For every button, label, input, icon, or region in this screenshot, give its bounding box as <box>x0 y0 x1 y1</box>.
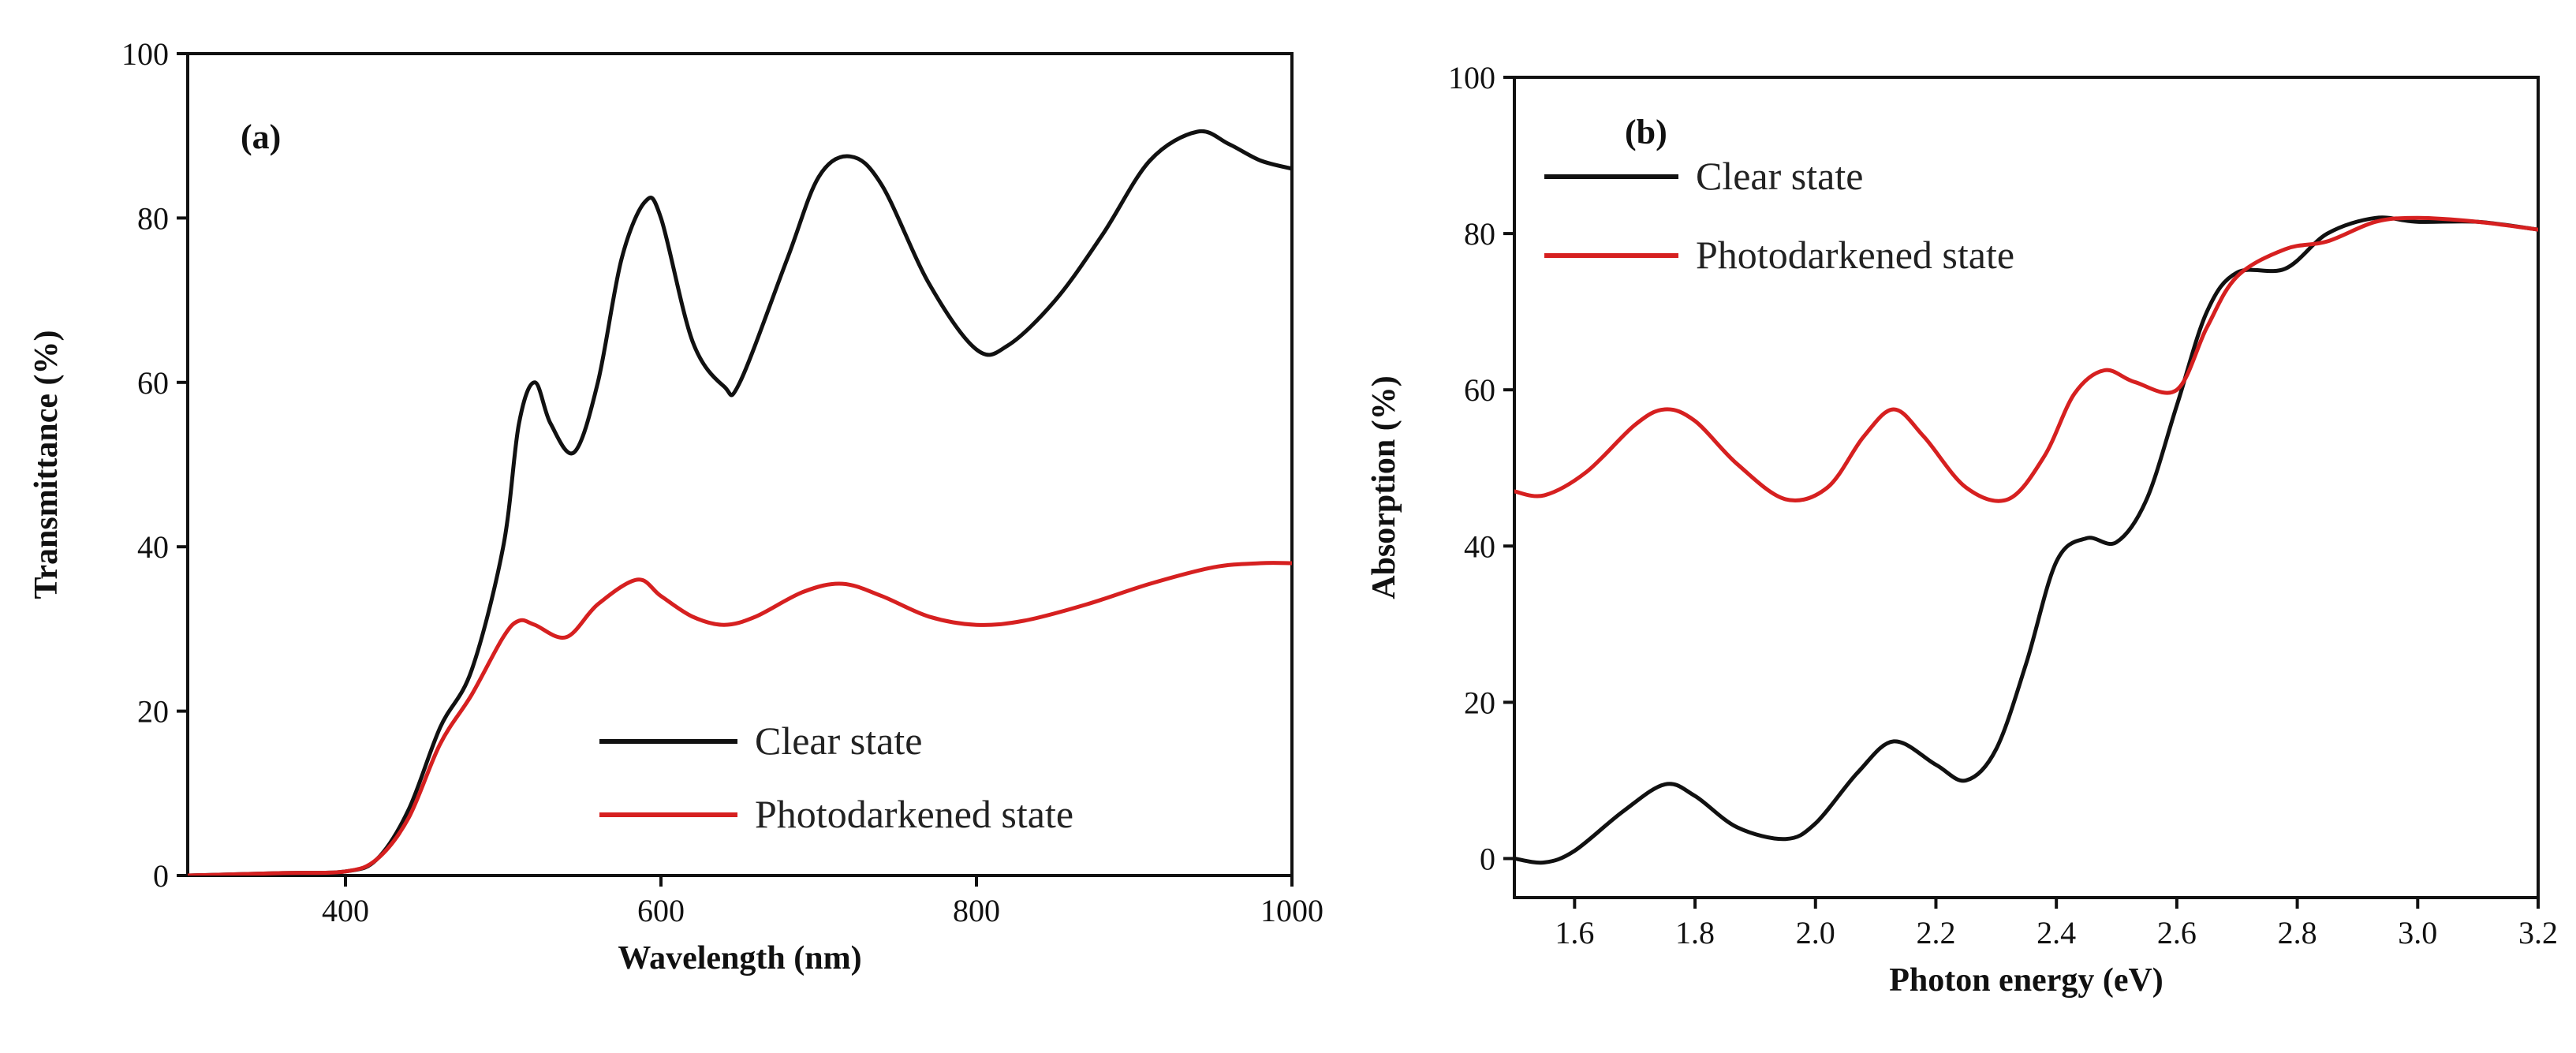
x-tick-label: 600 <box>637 893 685 928</box>
x-tick-label: 2.2 <box>1916 915 1955 950</box>
y-tick-label: 40 <box>137 529 169 565</box>
y-tick-label: 60 <box>1464 372 1495 408</box>
x-tick-label: 2.4 <box>2037 915 2076 950</box>
y-tick-label: 0 <box>1480 841 1495 876</box>
y-tick-label: 80 <box>1464 216 1495 252</box>
y-tick-label: 40 <box>1464 528 1495 564</box>
x-tick-label: 1000 <box>1260 893 1323 928</box>
series-line-photodarkened-state <box>1514 215 2538 503</box>
y-tick-label: 80 <box>137 200 169 236</box>
y-tick-label: 20 <box>137 694 169 730</box>
legend: Clear state Photodarkened state <box>1544 154 2014 277</box>
y-tick-label: 100 <box>121 36 169 72</box>
legend: Clear state Photodarkened state <box>599 719 1073 836</box>
legend-label: Clear state <box>755 719 922 763</box>
y-tick-label: 20 <box>1464 685 1495 720</box>
legend-label: Photodarkened state <box>755 792 1073 836</box>
legend-label: Clear state <box>1696 154 1863 198</box>
chart-b-absorption: 1.6 1.8 2.0 2.2 2.4 2.6 2.8 3.0 3.2 0 20 40 60 80 100 P… <box>1366 60 2558 999</box>
series-line-clear-state <box>188 129 1292 876</box>
legend-label: Photodarkened state <box>1696 233 2014 277</box>
plot-frame <box>1513 76 2540 899</box>
panel-label: (a) <box>241 118 281 156</box>
x-tick-label: 1.6 <box>1555 915 1594 950</box>
x-axis-label: Photon energy (eV) <box>1889 962 2163 999</box>
plot-frame <box>186 52 1294 877</box>
panel-label: (b) <box>1625 113 1667 151</box>
x-tick-label: 3.2 <box>2518 915 2558 950</box>
y-axis-label: Transmittance (%) <box>28 330 65 599</box>
x-tick-label: 2.6 <box>2157 915 2197 950</box>
y-axis-label: Absorption (%) <box>1366 375 1402 599</box>
x-tick-label: 400 <box>322 893 369 928</box>
x-tick-label: 3.0 <box>2398 915 2437 950</box>
y-tick-label: 0 <box>153 858 169 894</box>
chart-a-transmittance: 400 600 800 1000 0 20 40 60 80 100 Wavelength (nm)… <box>28 36 1323 976</box>
series-line-photodarkened-state <box>188 561 1292 876</box>
series-line-clear-state <box>1514 215 2538 865</box>
x-axis-label: Wavelength (nm) <box>618 940 861 976</box>
x-tick-label: 800 <box>953 893 1000 928</box>
y-tick-label: 60 <box>137 365 169 401</box>
x-tick-label: 1.8 <box>1675 915 1715 950</box>
x-tick-label: 2.0 <box>1796 915 1835 950</box>
y-tick-label: 100 <box>1448 60 1495 95</box>
x-tick-label: 2.8 <box>2278 915 2317 950</box>
